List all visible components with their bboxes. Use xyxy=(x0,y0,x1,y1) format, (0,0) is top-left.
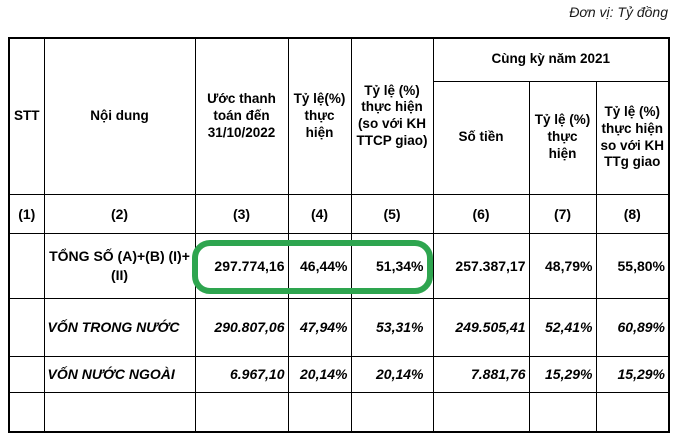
colnum-5: (5) xyxy=(350,193,434,234)
table-row-total: TỔNG SỐ (A)+(B) (I)+(II) 297.774,16 46,4… xyxy=(8,232,670,299)
table-row-foreign: VỐN NƯỚC NGOÀI 6.967,10 20,14% 20,14% 7.… xyxy=(8,355,670,393)
cell-for-2021-rate-kh: 15,29% xyxy=(595,355,670,393)
cell-total-payment: 297.774,16 xyxy=(194,232,289,299)
cell-total-2021-rate: 48,79% xyxy=(528,232,597,299)
budget-table: STT Nội dung Ước thanh toán đến 31/10/20… xyxy=(8,37,670,433)
cell-stt xyxy=(8,232,45,299)
cell-label-foreign: VỐN NƯỚC NGOÀI xyxy=(43,355,196,393)
header-ty-le-thuc-hien: Tỷ lệ(%) thực hiện xyxy=(287,37,352,195)
cell-total-rate-kh: 51,34% xyxy=(350,232,434,299)
header-uoc-thanh-toan: Ước thanh toán đến 31/10/2022 xyxy=(194,37,289,195)
cell-dom-payment: 290.807,06 xyxy=(194,297,289,357)
table-row-partial xyxy=(8,391,670,433)
header-stt: STT xyxy=(8,37,45,195)
colnum-3: (3) xyxy=(194,193,289,234)
colnum-7: (7) xyxy=(528,193,597,234)
header-so-tien: Số tiền xyxy=(432,80,530,195)
header-noi-dung: Nội dung xyxy=(43,37,196,195)
cell-for-2021-rate: 15,29% xyxy=(528,355,597,393)
cell-stt xyxy=(8,355,45,393)
header-ty-le-kh-ttg: Tỷ lệ (%) thực hiện so với KH TTg giao xyxy=(595,80,670,195)
cell-stt xyxy=(8,297,45,357)
header-ty-le-kh-ttcp: Tỷ lệ (%) thực hiện (so với KH TTCP giao… xyxy=(350,37,434,195)
cell-dom-rate: 47,94% xyxy=(287,297,352,357)
column-number-row: (1) (2) (3) (4) (5) (6) (7) (8) xyxy=(8,193,670,234)
colnum-6: (6) xyxy=(432,193,530,234)
colnum-8: (8) xyxy=(595,193,670,234)
unit-label: Đơn vị: Tỷ đồng xyxy=(569,4,668,20)
cell-for-rate: 20,14% xyxy=(287,355,352,393)
cell-dom-2021-amount: 249.505,41 xyxy=(432,297,530,357)
cell-total-rate: 46,44% xyxy=(287,232,352,299)
cell-for-payment: 6.967,10 xyxy=(194,355,289,393)
cell-for-rate-kh: 20,14% xyxy=(350,355,434,393)
colnum-1: (1) xyxy=(8,193,45,234)
cell-label-total: TỔNG SỐ (A)+(B) (I)+(II) xyxy=(43,232,196,299)
cell-total-2021-amount: 257.387,17 xyxy=(432,232,530,299)
cell-dom-rate-kh: 53,31% xyxy=(350,297,434,357)
cell-dom-2021-rate: 52,41% xyxy=(528,297,597,357)
header-cung-ky-2021: Cùng kỳ năm 2021 xyxy=(432,37,670,82)
cell-for-2021-amount: 7.881,76 xyxy=(432,355,530,393)
colnum-2: (2) xyxy=(43,193,196,234)
header-ty-le-thuc-hien-2021: Tỷ lệ (%) thực hiện xyxy=(528,80,597,195)
cell-label-domestic: VỐN TRONG NƯỚC xyxy=(43,297,196,357)
cell-dom-2021-rate-kh: 60,89% xyxy=(595,297,670,357)
cell-total-2021-rate-kh: 55,80% xyxy=(595,232,670,299)
table-row-domestic: VỐN TRONG NƯỚC 290.807,06 47,94% 53,31% … xyxy=(8,297,670,357)
colnum-4: (4) xyxy=(287,193,352,234)
